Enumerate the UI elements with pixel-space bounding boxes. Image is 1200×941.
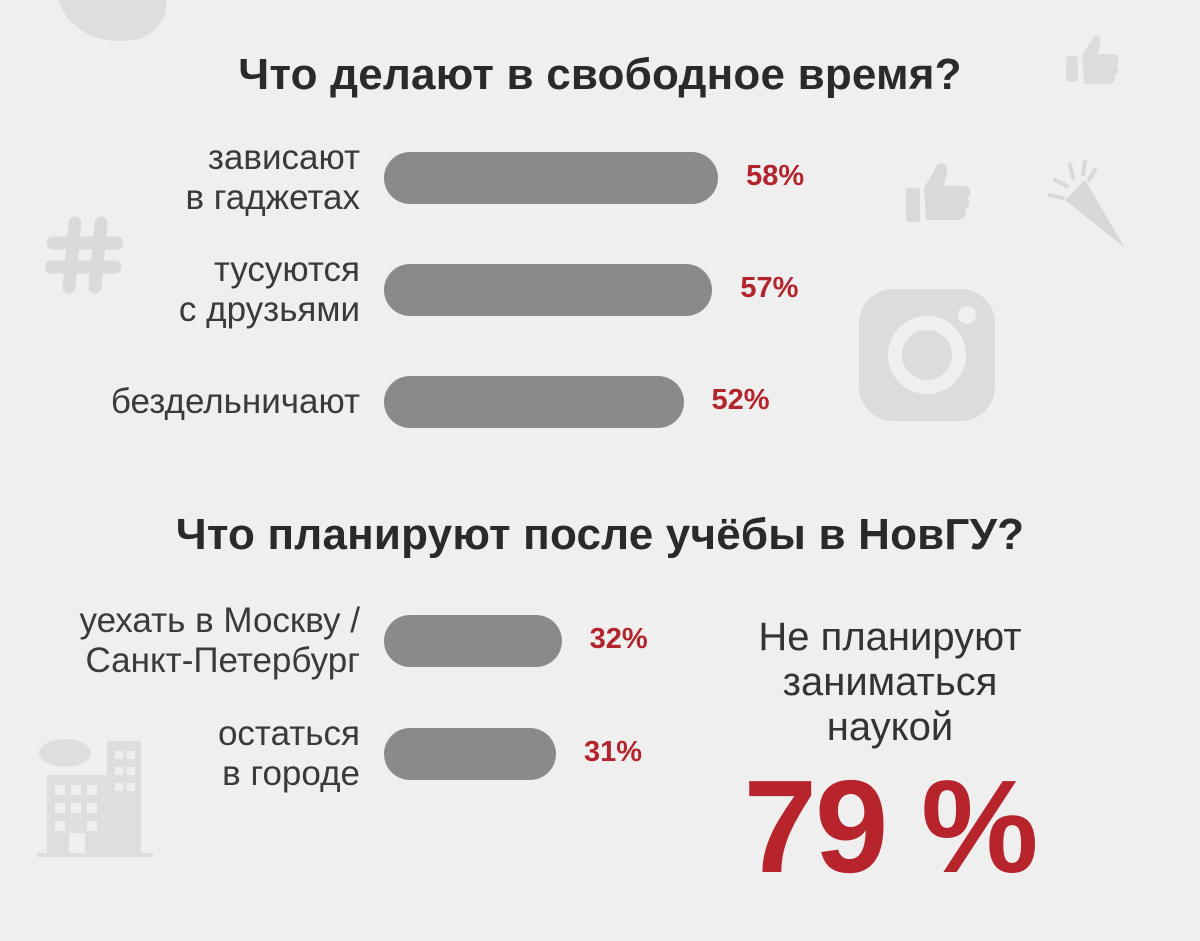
- bar-value-label: 58%: [746, 160, 805, 192]
- category-label-line: зависают: [207, 138, 360, 177]
- no-science-callout: Не планируют заниматься наукой: [700, 615, 1080, 750]
- bar-value-label: 31%: [584, 736, 643, 768]
- bar: [384, 615, 562, 667]
- bar: [384, 152, 719, 204]
- instagram-icon: [859, 289, 995, 421]
- twitter-icon: [58, 0, 166, 41]
- category-label-line: Санкт-Петербург: [85, 641, 361, 680]
- party-popper-icon: [1048, 160, 1125, 248]
- category-label-line: тусуются: [213, 250, 360, 289]
- callout-line-3: наукой: [826, 705, 954, 749]
- bar-value-label: 57%: [740, 272, 799, 304]
- bar: [384, 264, 713, 316]
- bar: [384, 728, 557, 780]
- thumbs-up-icon: [906, 163, 971, 222]
- category-label: остаться в городе: [218, 714, 360, 794]
- bar-value-label: 52%: [711, 384, 770, 416]
- callout-line-1: Не планируют: [758, 615, 1022, 659]
- chart-2-title: Что планируют после учёбы в НовГУ?: [175, 510, 1025, 559]
- chart-1-title: Что делают в свободное время?: [238, 50, 962, 99]
- no-science-percent: 79 %: [743, 753, 1039, 900]
- city-buildings-icon: [37, 739, 153, 857]
- category-label: бездельничают: [111, 382, 360, 422]
- category-label-line: уехать в Москву /: [79, 601, 360, 640]
- category-label-line: в городе: [222, 754, 360, 793]
- category-label-line: с друзьями: [178, 290, 360, 329]
- category-label-line: бездельничают: [110, 382, 360, 421]
- category-label: уехать в Москву / Санкт-Петербург: [79, 601, 360, 681]
- category-label: зависают в гаджетах: [185, 138, 360, 218]
- bar-value-label: 32%: [589, 623, 648, 655]
- bar: [384, 376, 684, 428]
- hashtag-icon: [45, 216, 124, 294]
- category-label: тусуются с друзьями: [179, 250, 360, 330]
- thumbs-up-icon: [1066, 35, 1119, 84]
- category-label-line: остаться: [217, 714, 360, 753]
- callout-line-2: заниматься: [782, 660, 998, 704]
- category-label-line: в гаджетах: [185, 178, 360, 217]
